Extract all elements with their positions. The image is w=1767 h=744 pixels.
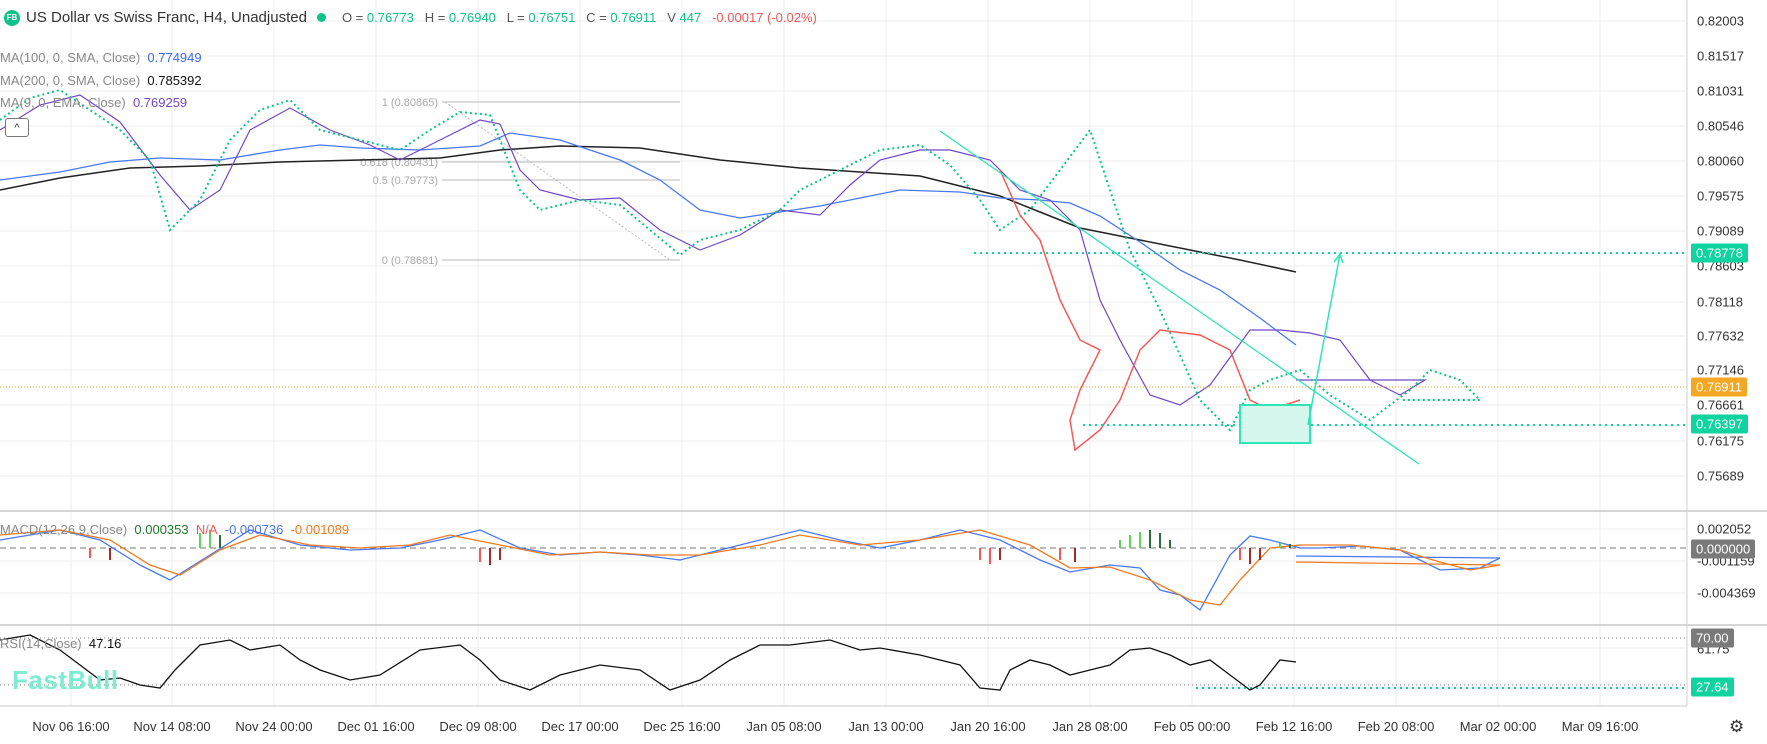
- chevron-up-icon: ^: [14, 121, 20, 134]
- support-price-badge: 0.76397: [1691, 414, 1748, 434]
- settings-gear-icon[interactable]: ⚙: [1729, 717, 1745, 736]
- rsi-upper-badge: 70.00: [1691, 628, 1734, 648]
- svg-text:0.5 (0.79773): 0.5 (0.79773): [373, 175, 438, 187]
- chart-header: FB US Dollar vs Swiss Franc, H4, Unadjus…: [4, 9, 817, 26]
- ma200-legend[interactable]: MA(200, 0, SMA, Close) 0.785392: [0, 73, 202, 88]
- svg-text:1 (0.80865): 1 (0.80865): [382, 97, 438, 109]
- live-status-icon: [316, 13, 326, 22]
- last-price-badge: 0.76911: [1691, 377, 1748, 397]
- price-change: -0.00017 (-0.02%): [712, 10, 817, 25]
- symbol-title[interactable]: US Dollar vs Swiss Franc, H4, Unadjusted: [26, 9, 307, 26]
- ma100-legend[interactable]: MA(100, 0, SMA, Close) 0.774949: [0, 50, 202, 65]
- rsi-lower-badge: 27.64: [1691, 677, 1734, 697]
- ohlc-values: O = 0.76773 H = 0.76940 L = 0.76751 C = …: [341, 10, 817, 25]
- macd-legend[interactable]: MACD(12,26,9,Close) 0.000353 N/A -0.0007…: [0, 522, 350, 537]
- rsi-legend[interactable]: RSI(14,Close) 47.16: [0, 636, 122, 651]
- svg-text:0 (0.78681): 0 (0.78681): [382, 255, 438, 267]
- macd-zero-badge: 0.000000: [1691, 539, 1756, 559]
- fastbull-watermark: FastBull: [12, 665, 119, 695]
- ema9-legend[interactable]: MA(9, 0, EMA, Close) 0.769259: [0, 95, 188, 110]
- target-price-badge: 0.78778: [1691, 243, 1748, 263]
- fb-logo-icon: FB: [4, 9, 20, 26]
- collapse-legend-button[interactable]: ^: [5, 118, 29, 137]
